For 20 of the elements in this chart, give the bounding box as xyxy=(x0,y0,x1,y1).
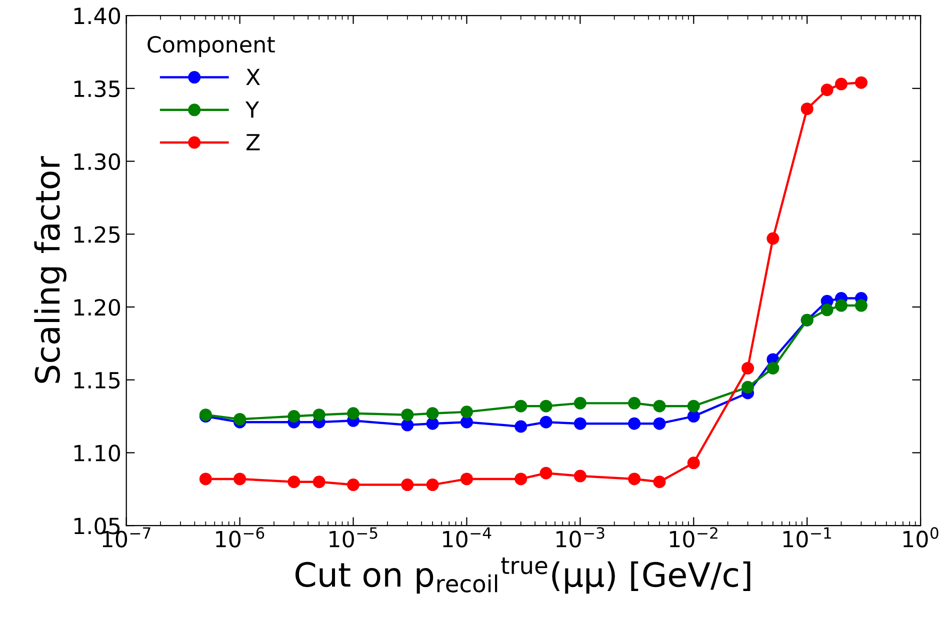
x-tick-label: 10$^{0}$ xyxy=(903,527,938,548)
y-tick-label: 1.30 xyxy=(74,153,120,170)
x-tick-label: 10$^{−6}$ xyxy=(216,527,264,548)
legend-title: Component xyxy=(148,36,275,58)
x-tick-label: 10$^{−2}$ xyxy=(670,527,718,548)
y-axis-title: Scaling factor xyxy=(34,156,66,383)
x-tick-label: 10$^{−1}$ xyxy=(783,527,831,548)
x-tick-label: 10$^{−4}$ xyxy=(443,527,492,548)
x-axis-title: Cut on p$_{recoil}$$^{true}$(μμ) [GeV/c] xyxy=(295,558,750,594)
x-tick-label: 10$^{−3}$ xyxy=(556,527,604,548)
legend-label: X xyxy=(246,68,260,86)
legend-label: Z xyxy=(246,134,260,150)
legend-label: Y xyxy=(245,101,260,118)
x-tick-label: 10$^{−5}$ xyxy=(330,527,378,548)
y-tick-label: 1.25 xyxy=(74,226,120,243)
y-tick-label: 1.10 xyxy=(74,444,120,462)
y-tick-label: 1.40 xyxy=(74,8,120,24)
y-tick-label: 1.35 xyxy=(74,80,120,98)
y-tick-label: 1.20 xyxy=(74,298,120,316)
y-tick-label: 1.15 xyxy=(74,372,120,389)
